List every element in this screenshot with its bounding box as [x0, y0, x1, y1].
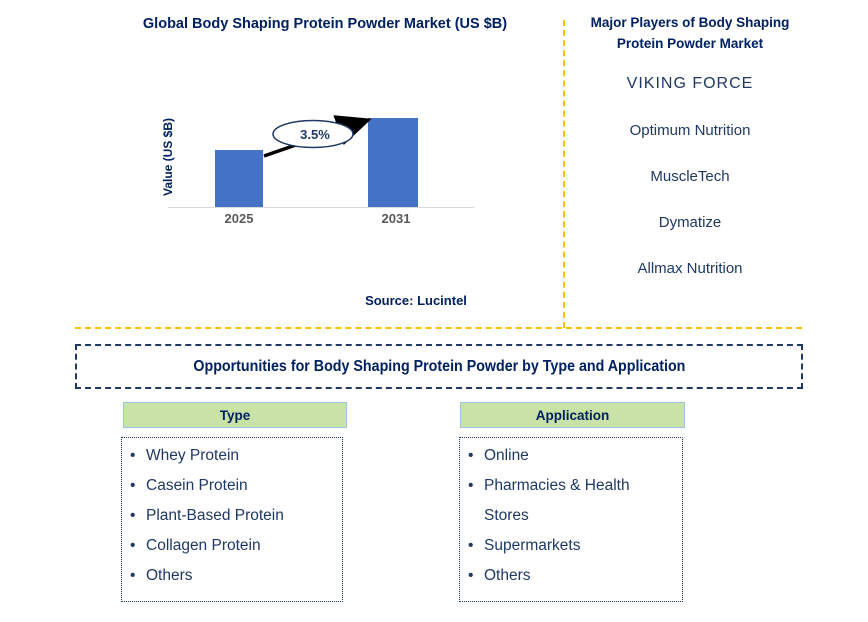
type-item-label: Collagen Protein — [146, 537, 261, 554]
growth-ellipse — [272, 119, 354, 149]
application-item-label: Supermarkets — [484, 537, 581, 554]
bullet-icon: • — [130, 507, 136, 524]
list-item: • Others — [130, 561, 336, 591]
x-axis-line — [168, 207, 474, 208]
application-list: • Online • Pharmacies & Health Stores • … — [468, 441, 676, 591]
type-list-box: • Whey Protein • Casein Protein • Plant-… — [121, 437, 343, 602]
bar-2025 — [215, 150, 263, 207]
x-tick-2025: 2025 — [224, 211, 254, 226]
opportunities-title: Opportunities for Body Shaping Protein P… — [193, 357, 685, 375]
major-players-list: VIKING FORCE Optimum Nutrition MuscleTec… — [566, 75, 814, 277]
type-item-label: Plant-Based Protein — [146, 507, 284, 524]
bar-2031 — [368, 118, 418, 207]
player-item: VIKING FORCE — [626, 75, 754, 92]
major-players-panel: Major Players of Body Shaping Protein Po… — [566, 12, 814, 306]
list-item: • Collagen Protein — [130, 531, 336, 561]
player-item: Allmax Nutrition — [637, 260, 743, 277]
source-label: Source: Lucintel — [365, 293, 467, 308]
list-item: • Supermarkets — [468, 531, 676, 561]
type-item-label: Whey Protein — [146, 447, 240, 464]
application-item-label: Pharmacies & Health Stores — [484, 477, 630, 524]
type-list: • Whey Protein • Casein Protein • Plant-… — [130, 441, 336, 591]
major-players-title: Major Players of Body Shaping Protein Po… — [590, 15, 790, 51]
horizontal-divider — [75, 327, 802, 329]
bullet-icon: • — [468, 537, 474, 554]
vertical-divider — [563, 20, 565, 328]
list-item: • Pharmacies & Health Stores — [468, 471, 676, 531]
bullet-icon: • — [130, 477, 136, 494]
bullet-icon: • — [468, 567, 474, 584]
list-item: • Plant-Based Protein — [130, 501, 336, 531]
application-header-label: Application — [535, 407, 610, 423]
bullet-icon: • — [468, 447, 474, 464]
bar-chart-plot-area — [172, 118, 472, 207]
bullet-icon: • — [130, 447, 136, 464]
opportunities-box: Opportunities for Body Shaping Protein P… — [75, 344, 803, 389]
bullet-icon: • — [130, 537, 136, 554]
growth-label: 3.5% — [300, 127, 330, 142]
list-item: • Casein Protein — [130, 471, 336, 501]
list-item: • Whey Protein — [130, 441, 336, 471]
application-item-label: Others — [484, 567, 531, 584]
type-header: Type — [123, 402, 347, 428]
application-list-box: • Online • Pharmacies & Health Stores • … — [459, 437, 683, 602]
bullet-icon: • — [468, 477, 474, 494]
chart-title: Global Body Shaping Protein Powder Marke… — [142, 16, 508, 32]
player-item: Dymatize — [658, 214, 722, 231]
x-tick-2031: 2031 — [381, 211, 411, 226]
player-item: MuscleTech — [650, 168, 730, 185]
growth-annotation: 3.5% — [263, 115, 372, 158]
list-item: • Online — [468, 441, 676, 471]
type-item-label: Others — [146, 567, 193, 584]
list-item: • Others — [468, 561, 676, 591]
type-item-label: Casein Protein — [146, 477, 248, 494]
bullet-icon: • — [130, 567, 136, 584]
type-header-label: Type — [219, 407, 251, 423]
application-header: Application — [460, 402, 685, 428]
player-item: Optimum Nutrition — [629, 122, 751, 139]
application-item-label: Online — [484, 447, 529, 464]
